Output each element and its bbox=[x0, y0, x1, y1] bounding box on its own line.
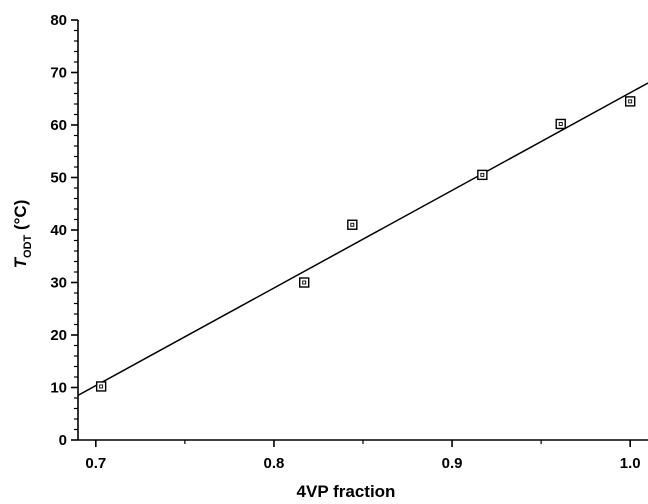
x-tick-label: 1.0 bbox=[620, 455, 641, 472]
data-point bbox=[555, 118, 566, 130]
data-point-marker-inner bbox=[350, 222, 355, 227]
axis-ticks bbox=[71, 19, 631, 447]
data-point-marker-inner bbox=[628, 99, 633, 104]
x-tick-label: 0.9 bbox=[442, 455, 463, 472]
x-axis-title: 4VP fraction bbox=[297, 482, 396, 501]
data-point bbox=[477, 169, 488, 181]
fit-line-group bbox=[77, 82, 648, 397]
data-points bbox=[95, 96, 636, 392]
data-point-marker-inner bbox=[558, 121, 563, 126]
y-axis-title-unit: (°C) bbox=[11, 200, 30, 235]
data-point bbox=[95, 381, 107, 392]
data-point-marker bbox=[555, 118, 566, 130]
data-point bbox=[347, 219, 358, 230]
y-tick-label: 10 bbox=[50, 380, 67, 397]
data-point-marker bbox=[624, 96, 636, 107]
tick-labels: 0 10 20 30 40 50 60 70 80 0.7 0.8 0.9 1.0 bbox=[50, 12, 640, 472]
fit-line bbox=[77, 82, 648, 397]
data-point-marker-inner bbox=[302, 280, 307, 285]
y-tick-label: 40 bbox=[50, 222, 67, 239]
y-axis-title-main: T bbox=[11, 256, 30, 268]
y-tick-label: 80 bbox=[50, 12, 67, 29]
y-tick-label: 30 bbox=[50, 275, 67, 292]
data-point-marker bbox=[477, 169, 488, 181]
y-axis-title-subscript: ODT bbox=[22, 234, 34, 258]
y-tick-label: 0 bbox=[59, 432, 67, 449]
data-point bbox=[624, 96, 636, 107]
x-tick-label: 0.7 bbox=[85, 455, 106, 472]
y-tick-label: 70 bbox=[50, 65, 67, 82]
data-point-marker bbox=[95, 381, 107, 392]
y-tick-label: 60 bbox=[50, 117, 67, 134]
data-point-marker-inner bbox=[99, 384, 104, 389]
y-tick-label: 50 bbox=[50, 170, 67, 187]
data-point bbox=[299, 277, 310, 288]
x-tick-label: 0.8 bbox=[264, 455, 285, 472]
data-point-marker-inner bbox=[480, 172, 485, 177]
data-point-marker bbox=[347, 219, 358, 230]
data-point-marker bbox=[299, 277, 310, 288]
y-tick-label: 20 bbox=[50, 327, 67, 344]
y-axis-title: TODT (°C) bbox=[11, 200, 34, 269]
plot-frame bbox=[77, 20, 648, 441]
